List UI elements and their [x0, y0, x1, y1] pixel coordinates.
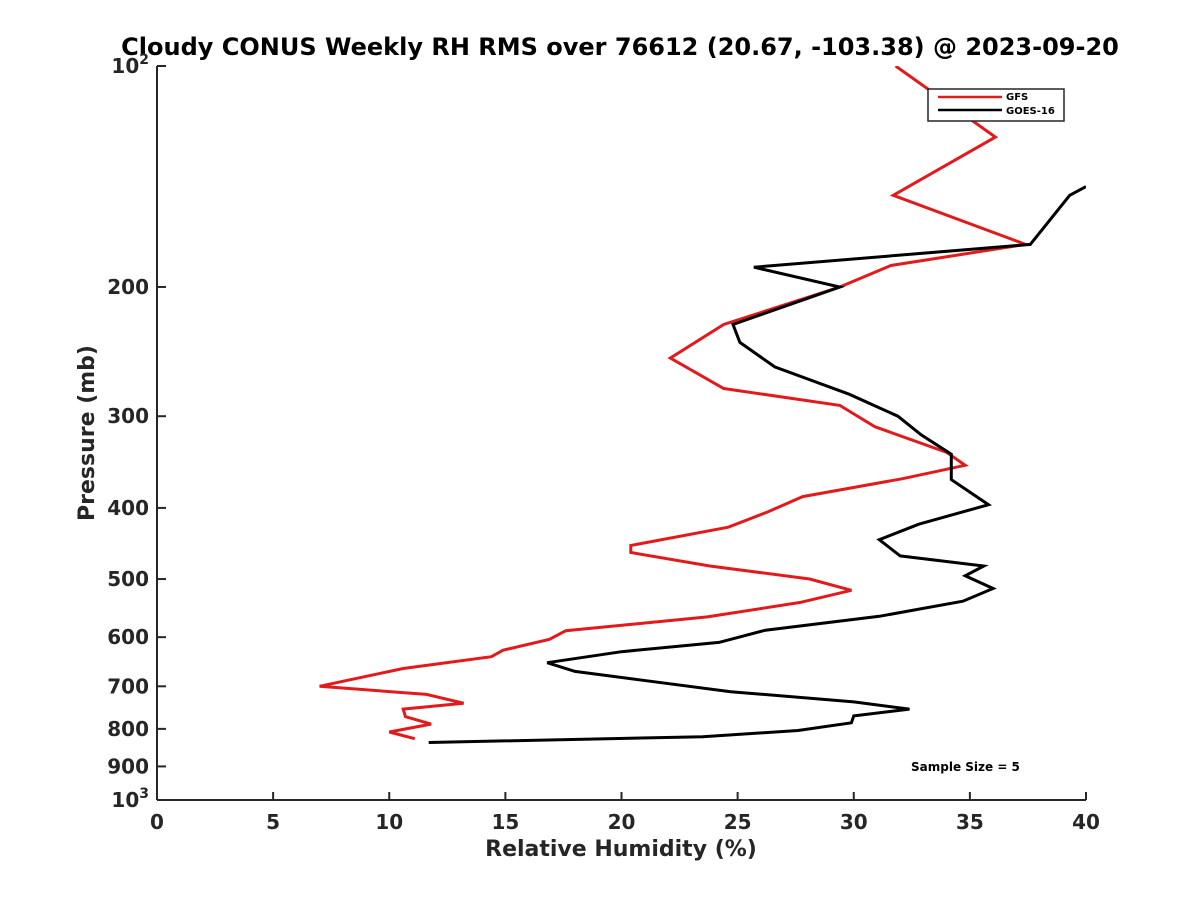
- y-tick-label: 400: [107, 496, 149, 520]
- legend-label-gfs: GFS: [1006, 92, 1028, 103]
- x-tick-label: 20: [608, 810, 636, 834]
- series-line-goes16: [428, 185, 1086, 744]
- x-tick-label: 0: [150, 810, 164, 834]
- y-ticks: 102 200 300 400 500 600 700 800 900 103: [107, 52, 166, 812]
- sample-size-annotation: Sample Size = 5: [911, 760, 1020, 774]
- chart-title: Cloudy CONUS Weekly RH RMS over 76612 (2…: [121, 33, 1119, 61]
- y-tick-label: 700: [107, 674, 149, 698]
- x-tick-label: 10: [375, 810, 403, 834]
- y-tick-label: 800: [107, 717, 149, 741]
- plot-area: [156, 66, 1086, 801]
- x-tick-label: 35: [956, 810, 984, 834]
- y-tick-label: 103: [111, 786, 149, 812]
- series-layer: [319, 66, 1086, 744]
- x-tick-label: 15: [491, 810, 519, 834]
- y-tick-label: 500: [107, 567, 149, 591]
- y-axis-label: Pressure (mb): [75, 345, 100, 521]
- x-tick-label: 25: [724, 810, 752, 834]
- y-tick-label: 900: [107, 754, 149, 778]
- legend: GFS GOES-16: [927, 88, 1065, 122]
- x-ticks: 0 5 10 15 20 25 30 35 40: [150, 792, 1100, 834]
- legend-box: [927, 88, 1065, 122]
- x-tick-label: 5: [266, 810, 280, 834]
- x-tick-label: 40: [1072, 810, 1100, 834]
- x-tick-label: 30: [840, 810, 868, 834]
- y-tick-label: 300: [107, 404, 149, 428]
- y-tick-label: 600: [107, 625, 149, 649]
- legend-label-goes16: GOES-16: [1006, 106, 1055, 117]
- x-axis-label: Relative Humidity (%): [485, 837, 757, 862]
- y-tick-label: 102: [111, 52, 149, 78]
- series-line-gfs: [319, 66, 1032, 741]
- y-tick-label: 200: [107, 275, 149, 299]
